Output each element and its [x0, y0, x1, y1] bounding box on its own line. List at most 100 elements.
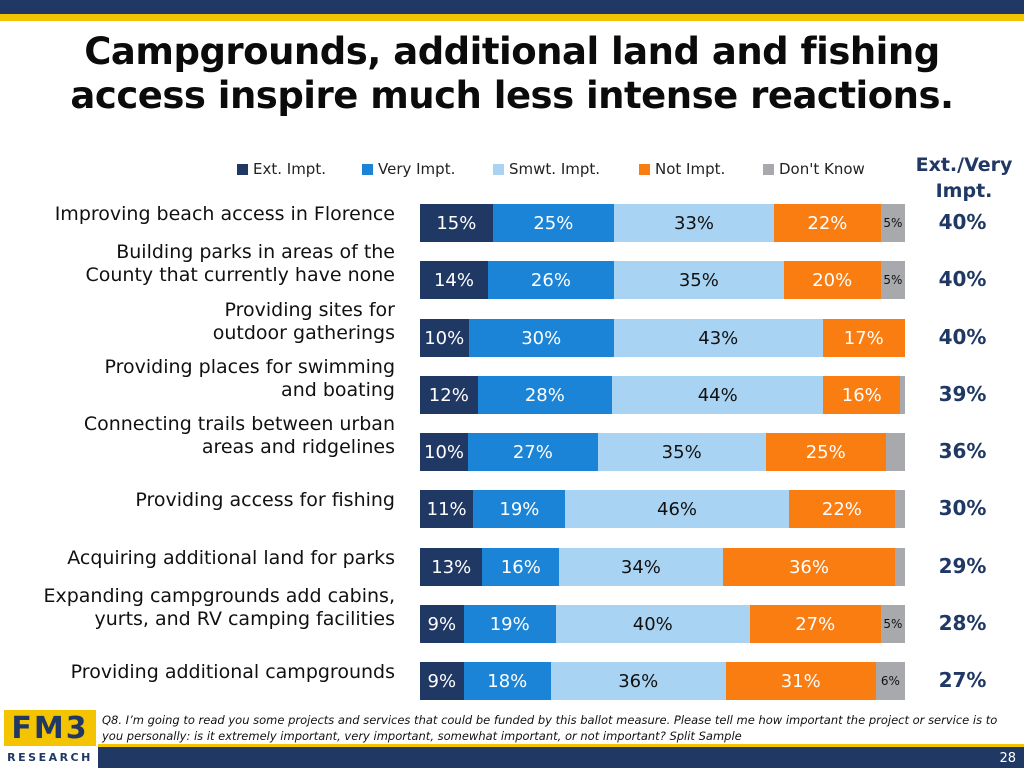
legend-item-dk: Don't Know	[763, 160, 865, 178]
ext-very-net-value: 40%	[938, 325, 987, 349]
ext-very-net-value: 27%	[938, 668, 987, 692]
bar-segment-ext: 9%	[420, 605, 464, 643]
row-label-line: yurts, and RV camping facilities	[94, 608, 395, 630]
bar-segment-smwt: 44%	[612, 376, 824, 414]
ext-very-net-value: 39%	[938, 382, 987, 406]
page-title: Campgrounds, additional land and fishing…	[0, 30, 1024, 118]
row-label: Providing additional campgrounds	[0, 661, 395, 684]
row-label-line: Building parks in areas of the	[116, 241, 395, 263]
question-footnote: Q8. I’m going to read you some projects …	[102, 713, 998, 743]
ext-very-net-value: 40%	[938, 267, 987, 291]
bar-segment-not: 31%	[725, 662, 876, 700]
bar-segment-dk: 5%	[880, 605, 905, 643]
legend-item-ext: Ext. Impt.	[237, 160, 326, 178]
bar-segment-smwt: 35%	[597, 433, 766, 471]
bar-segment-ext: 10%	[420, 433, 469, 471]
legend-label-very: Very Impt.	[378, 160, 456, 178]
legend-swatch-ext	[237, 163, 248, 175]
row-label-line: Providing places for swimming	[104, 356, 395, 378]
legend-label-smwt: Smwt. Impt.	[509, 160, 601, 178]
stacked-bar: 15% 25% 33% 22% 5%	[420, 204, 905, 242]
legend-item-very: Very Impt.	[362, 160, 455, 178]
stacked-bar: 10% 27% 35% 25%	[420, 433, 905, 471]
bar-segment-very: 18%	[463, 662, 551, 700]
bottom-accent-stripe	[98, 744, 1024, 747]
logo-subtitle: RESEARCH	[7, 750, 93, 764]
legend-swatch-dk	[763, 163, 774, 175]
stacked-bar: 9% 19% 40% 27% 5%	[420, 605, 905, 643]
bar-segment-very: 16%	[482, 548, 560, 586]
page-number: 28	[999, 751, 1016, 766]
row-label: Providing access for fishing	[0, 489, 395, 512]
legend-item-smwt: Smwt. Impt.	[493, 160, 600, 178]
bar-segment-not: 22%	[788, 490, 896, 528]
bar-segment-dk	[895, 490, 905, 528]
fm3-logo: FM3 RESEARCH	[0, 708, 98, 768]
bar-segment-ext: 12%	[420, 376, 478, 414]
bar-segment-ext: 14%	[420, 261, 488, 299]
row-label: Providing places for swimming and boating	[0, 356, 395, 402]
legend-label-not: Not Impt.	[655, 160, 726, 178]
bar-segment-dk: 6%	[875, 662, 905, 700]
bar-segment-not: 27%	[749, 605, 881, 643]
bar-segment-ext: 11%	[420, 490, 474, 528]
row-label: Improving beach access in Florence	[0, 203, 395, 226]
bar-segment-smwt: 33%	[614, 204, 775, 242]
top-accent-stripe	[0, 14, 1024, 21]
row-label-line: Connecting trails between urban	[83, 413, 395, 435]
top-band	[0, 0, 1024, 14]
ext-very-net-value: 30%	[938, 496, 987, 520]
bar-segment-very: 27%	[468, 433, 598, 471]
bar-segment-dk: 5%	[880, 261, 905, 299]
bar-segment-very: 28%	[477, 376, 613, 414]
bar-segment-ext: 13%	[420, 548, 483, 586]
bar-segment-very: 30%	[468, 319, 614, 357]
bar-segment-smwt: 43%	[614, 319, 823, 357]
bar-segment-dk	[895, 548, 905, 586]
row-label-line: County that currently have none	[85, 264, 396, 286]
ext-very-net-value: 36%	[938, 439, 987, 463]
row-label: Providing sites for outdoor gatherings	[0, 299, 395, 345]
bar-segment-not: 17%	[822, 319, 905, 357]
bar-segment-ext: 15%	[420, 204, 493, 242]
ext-very-header: Ext./Very Impt.	[905, 152, 1023, 204]
bar-segment-very: 19%	[473, 490, 566, 528]
row-label-line: Providing additional campgrounds	[70, 661, 395, 683]
row-label-line: areas and ridgelines	[201, 436, 395, 458]
ext-very-net-value: 40%	[938, 210, 987, 234]
title-line-2: access inspire much less intense reactio…	[70, 74, 954, 117]
legend-label-ext: Ext. Impt.	[253, 160, 326, 178]
row-label: Connecting trails between urban areas and…	[0, 413, 395, 459]
bar-segment-ext: 9%	[420, 662, 464, 700]
legend-swatch-not	[639, 163, 650, 175]
row-label-line: and boating	[281, 379, 395, 401]
bar-segment-very: 26%	[487, 261, 614, 299]
bar-segment-dk	[885, 433, 905, 471]
bar-segment-not: 22%	[774, 204, 881, 242]
bar-segment-smwt: 36%	[550, 662, 726, 700]
row-label-line: outdoor gatherings	[212, 322, 395, 344]
row-label-line: Providing sites for	[224, 299, 395, 321]
stacked-bar: 13% 16% 34% 36%	[420, 548, 905, 586]
ext-very-net-value: 29%	[938, 554, 987, 578]
bar-segment-very: 25%	[492, 204, 614, 242]
row-label: Expanding campgrounds add cabins, yurts, …	[0, 585, 395, 631]
logo-wordmark: FM3	[4, 710, 96, 746]
ext-very-net-value: 28%	[938, 611, 987, 635]
row-label-line: Providing access for fishing	[135, 489, 395, 511]
row-label-line: Improving beach access in Florence	[54, 203, 395, 225]
stacked-bar: 14% 26% 35% 20% 5%	[420, 261, 905, 299]
bar-segment-smwt: 35%	[613, 261, 784, 299]
stacked-bar: 12% 28% 44% 16%	[420, 376, 905, 414]
row-label: Building parks in areas of the County tha…	[0, 241, 396, 287]
ext-very-header-line-2: Impt.	[935, 180, 993, 202]
bar-segment-smwt: 34%	[559, 548, 723, 586]
bar-segment-not: 20%	[783, 261, 881, 299]
bar-segment-smwt: 46%	[565, 490, 789, 528]
bar-segment-smwt: 40%	[555, 605, 750, 643]
bar-segment-dk	[900, 376, 905, 414]
stacked-bar: 10% 30% 43% 17%	[420, 319, 905, 357]
row-label-line: Expanding campgrounds add cabins,	[43, 585, 395, 607]
bottom-band	[98, 744, 1024, 768]
stacked-bar: 11% 19% 46% 22%	[420, 490, 905, 528]
